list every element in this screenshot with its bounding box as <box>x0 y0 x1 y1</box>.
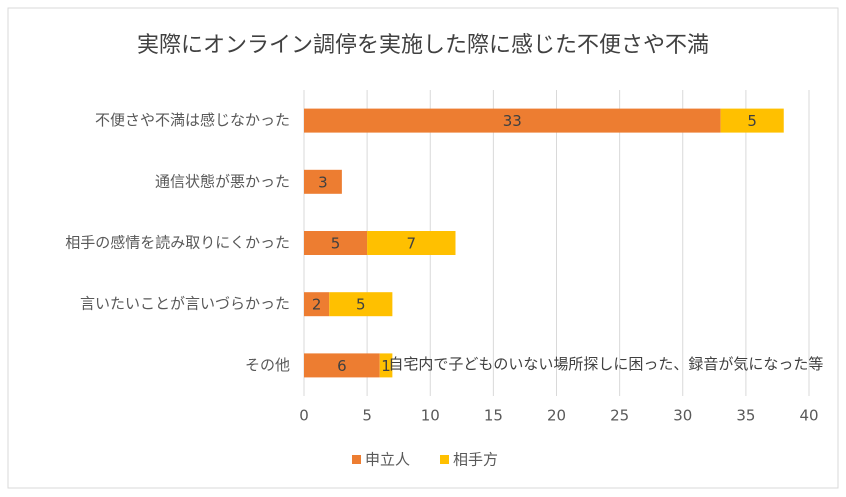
legend-label: 申立人 <box>365 451 410 469</box>
data-label: 7 <box>407 235 417 253</box>
x-tick-label: 30 <box>673 407 692 425</box>
bar-segment <box>329 292 393 317</box>
y-tick-label: 不便さや不満は感じなかった <box>95 111 290 129</box>
x-tick-label: 10 <box>421 407 440 425</box>
data-label: 5 <box>356 296 366 314</box>
x-tick-label: 25 <box>610 407 629 425</box>
x-tick-label: 20 <box>547 407 566 425</box>
bar-segment <box>379 353 393 378</box>
x-tick-label: 40 <box>799 407 818 425</box>
x-tick-label: 0 <box>299 407 309 425</box>
bar-segment <box>304 169 342 194</box>
x-tick-label: 5 <box>362 407 372 425</box>
data-label: 5 <box>331 235 341 253</box>
data-label: 2 <box>312 296 322 314</box>
y-tick-label: 言いたいことが言いづらかった <box>80 295 290 313</box>
bar-segment <box>304 108 721 133</box>
data-label: 1 <box>381 357 391 375</box>
bar-segment <box>304 231 368 255</box>
data-label: 6 <box>337 357 347 375</box>
data-label: 5 <box>747 112 757 130</box>
chart-title: 実際にオンライン調停を実施した際に感じた不便さや不満 <box>137 33 709 58</box>
legend-swatch <box>440 455 449 464</box>
bar-segment <box>304 353 380 378</box>
data-label: 33 <box>503 112 522 130</box>
annotation: 自宅内で子どものいない場所探しに困った、録音が気になった等 <box>388 355 823 373</box>
bar-segment <box>367 231 456 255</box>
bar-segment <box>304 292 330 317</box>
x-tick-label: 35 <box>736 407 755 425</box>
x-tick-label: 15 <box>484 407 503 425</box>
data-label: 3 <box>318 173 328 191</box>
bar-segment <box>720 108 784 133</box>
legend-label: 相手方 <box>453 451 498 469</box>
legend-swatch <box>352 455 361 464</box>
y-tick-label: その他 <box>245 356 290 374</box>
y-tick-label: 相手の感情を読み取りにくかった <box>65 234 290 252</box>
y-tick-label: 通信状態が悪かった <box>155 172 290 190</box>
